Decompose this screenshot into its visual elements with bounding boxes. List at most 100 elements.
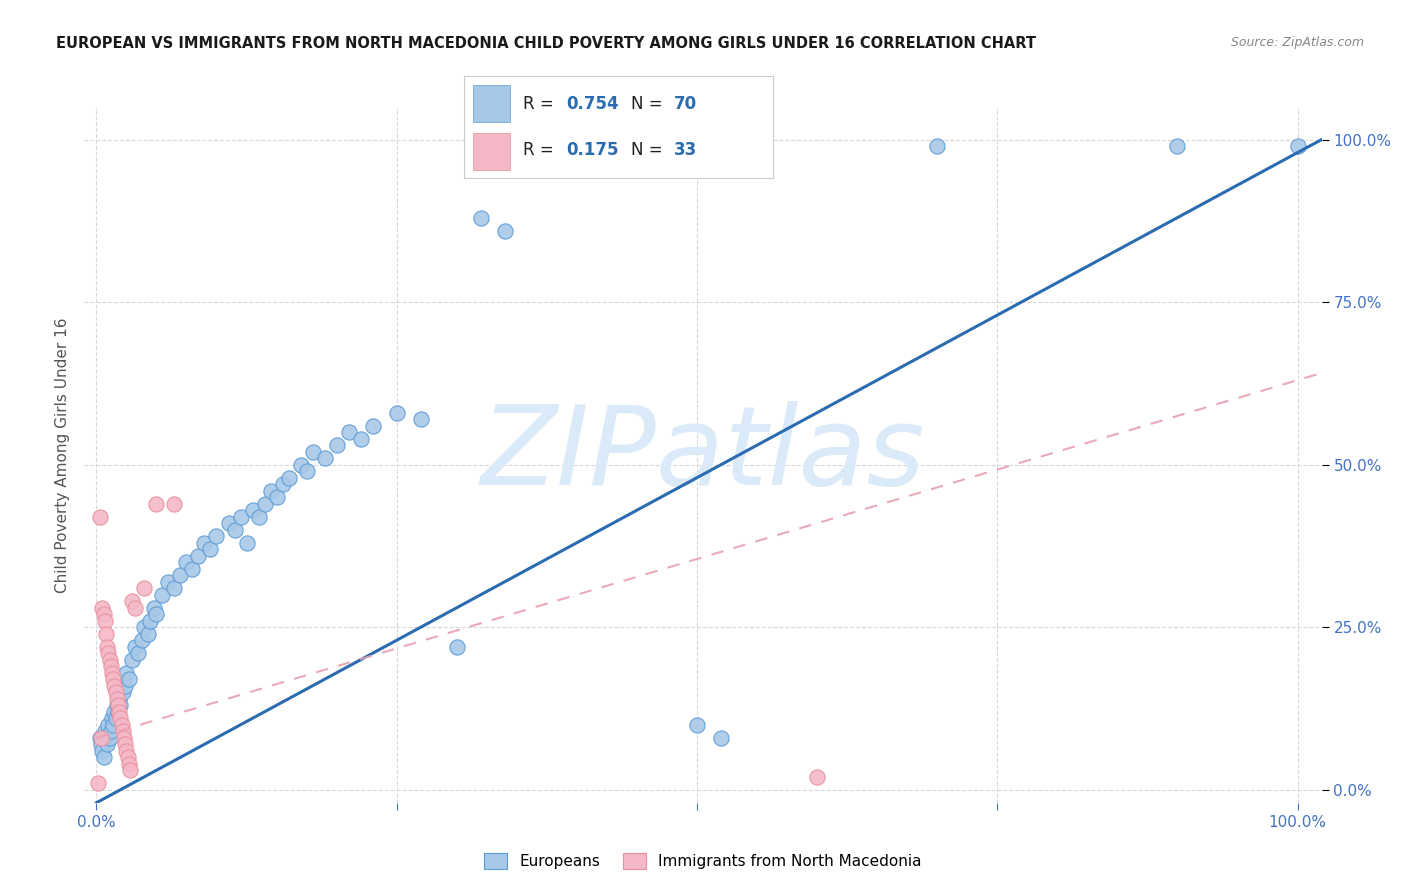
Point: [136, 626, 159, 640]
Point: [134, 620, 156, 634]
Point: [101, 665, 124, 680]
Point: [253, 497, 276, 511]
Point: [117, 750, 139, 764]
Point: [409, 412, 432, 426]
Point: [134, 581, 156, 595]
Point: [103, 718, 125, 732]
Point: [131, 633, 153, 648]
Point: [314, 451, 336, 466]
Point: [94, 626, 117, 640]
Text: 0.175: 0.175: [567, 141, 619, 159]
Text: 70: 70: [675, 95, 697, 112]
Point: [93, 607, 115, 622]
Point: [295, 464, 318, 478]
Point: [187, 549, 209, 563]
Point: [107, 705, 129, 719]
Point: [242, 503, 264, 517]
Point: [105, 698, 128, 713]
Point: [104, 685, 127, 699]
Point: [200, 542, 222, 557]
Point: [124, 640, 146, 654]
Point: [90, 737, 112, 751]
Point: [163, 581, 186, 595]
Point: [1166, 139, 1188, 153]
Point: [93, 750, 115, 764]
Point: [224, 523, 246, 537]
Point: [103, 705, 125, 719]
Point: [176, 555, 198, 569]
Point: [94, 731, 117, 745]
Point: [118, 764, 141, 778]
Point: [110, 718, 132, 732]
Point: [259, 483, 281, 498]
Point: [115, 665, 138, 680]
Point: [193, 535, 215, 549]
Point: [110, 698, 132, 713]
Point: [90, 731, 112, 745]
Point: [277, 471, 299, 485]
Point: [806, 770, 828, 784]
Point: [111, 724, 134, 739]
Point: [271, 477, 294, 491]
Point: [446, 640, 468, 654]
Point: [94, 724, 117, 739]
Point: [89, 509, 111, 524]
Y-axis label: Child Poverty Among Girls Under 16: Child Poverty Among Girls Under 16: [55, 318, 70, 592]
Point: [350, 432, 373, 446]
Legend: Europeans, Immigrants from North Macedonia: Europeans, Immigrants from North Macedon…: [478, 847, 928, 875]
Text: R =: R =: [523, 141, 558, 159]
Point: [86, 776, 108, 790]
Point: [325, 438, 347, 452]
Point: [105, 691, 128, 706]
Point: [229, 509, 252, 524]
Point: [101, 711, 124, 725]
Point: [235, 535, 257, 549]
Point: [218, 516, 240, 531]
Point: [470, 211, 492, 225]
Point: [94, 614, 117, 628]
Point: [494, 224, 516, 238]
Point: [710, 731, 733, 745]
Point: [118, 672, 141, 686]
Point: [98, 653, 121, 667]
Point: [112, 731, 135, 745]
Point: [145, 497, 167, 511]
Point: [110, 711, 132, 725]
Point: [152, 588, 174, 602]
Point: [927, 139, 949, 153]
Text: R =: R =: [523, 95, 558, 112]
Text: Source: ZipAtlas.com: Source: ZipAtlas.com: [1230, 36, 1364, 49]
Point: [157, 574, 180, 589]
Point: [104, 711, 127, 725]
Point: [266, 490, 288, 504]
Point: [111, 685, 134, 699]
FancyBboxPatch shape: [474, 85, 510, 122]
FancyBboxPatch shape: [474, 133, 510, 170]
Point: [115, 744, 138, 758]
Point: [143, 600, 166, 615]
Point: [108, 691, 131, 706]
Point: [98, 731, 121, 745]
Point: [686, 718, 709, 732]
Point: [97, 718, 120, 732]
Point: [169, 568, 191, 582]
Point: [1286, 139, 1309, 153]
Point: [96, 737, 118, 751]
Point: [385, 406, 408, 420]
Point: [145, 607, 167, 622]
Text: 0.754: 0.754: [567, 95, 619, 112]
Point: [290, 458, 312, 472]
Point: [108, 705, 131, 719]
Point: [89, 731, 111, 745]
Text: ZIPatlas: ZIPatlas: [481, 401, 925, 508]
Point: [103, 672, 125, 686]
Point: [301, 444, 323, 458]
Point: [337, 425, 360, 439]
Point: [361, 418, 384, 433]
Point: [114, 679, 136, 693]
Point: [205, 529, 228, 543]
Point: [91, 744, 114, 758]
Point: [96, 640, 118, 654]
Point: [118, 756, 141, 771]
Text: EUROPEAN VS IMMIGRANTS FROM NORTH MACEDONIA CHILD POVERTY AMONG GIRLS UNDER 16 C: EUROPEAN VS IMMIGRANTS FROM NORTH MACEDO…: [56, 36, 1036, 51]
